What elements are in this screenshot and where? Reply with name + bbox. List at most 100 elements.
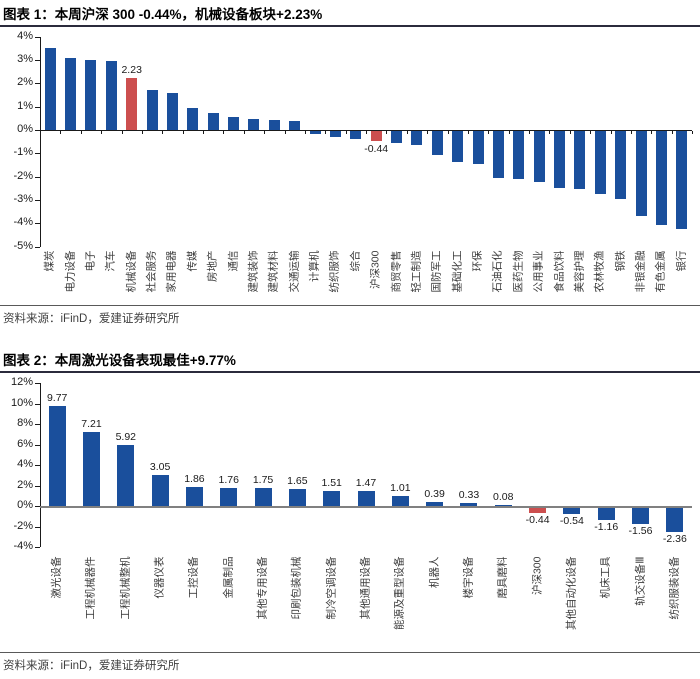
y-tick-label: -3%: [13, 192, 33, 205]
bar: [655, 131, 667, 225]
bar: [207, 112, 219, 130]
bar-highlight: [126, 78, 138, 130]
category-tick: [692, 131, 693, 134]
category-label: 机床工具: [599, 556, 612, 598]
category-tick: [40, 131, 41, 134]
category-tick: [508, 131, 510, 134]
y-tick: [35, 424, 40, 425]
bar: [185, 486, 203, 506]
bar: [426, 502, 444, 506]
category-label: 汽车: [104, 250, 117, 271]
y-tick-label: 1%: [17, 99, 33, 112]
category-tick: [406, 131, 408, 134]
y-tick-label: 3%: [17, 53, 33, 66]
bar: [187, 107, 199, 130]
category-label: 钢铁: [614, 250, 627, 271]
y-tick: [35, 36, 40, 38]
y-tick-label: 4%: [17, 29, 33, 42]
category-label: 交通运输: [288, 250, 301, 292]
bar: [676, 131, 688, 230]
bar-value-label: 7.21: [81, 418, 102, 431]
bar: [166, 92, 178, 130]
bar: [563, 508, 581, 514]
category-label: 通信: [227, 250, 240, 271]
category-label: 仪器仪表: [153, 556, 166, 598]
figure-2-bar-chart: 12% 10% 8% 6% 4% 2% 0% -2% -4% 9.77 7.21 5.92 3.05 1.…: [0, 340, 700, 655]
category-label: 其他通用设备: [359, 556, 372, 619]
category-tick: [467, 131, 469, 134]
category-label: 纺织服饰: [328, 250, 341, 292]
category-label: 综合: [349, 250, 362, 271]
bar-value-label: 1.01: [390, 481, 411, 494]
category-label: 建筑装饰: [247, 250, 260, 292]
bar: [268, 119, 280, 130]
category-label: 沪深300: [369, 250, 382, 289]
category-label: 社会服务: [145, 250, 158, 292]
bar: [391, 131, 403, 143]
bar: [228, 117, 240, 130]
bar: [594, 131, 606, 195]
bar-value-label: 1.51: [321, 476, 342, 489]
bar: [146, 90, 158, 130]
bar-value-label: -2.36: [662, 533, 687, 546]
category-tick: [427, 131, 429, 134]
y-tick-label: -4%: [13, 540, 33, 552]
bar-highlight: [529, 508, 547, 513]
category-tick: [590, 131, 592, 134]
bar: [391, 495, 409, 506]
figure-2-title-rule: [0, 371, 700, 373]
category-label: 环保: [471, 250, 484, 271]
figure-2-source: 资料来源：iFinD，爱建证券研究所: [3, 660, 180, 672]
bar-value-label: -1.16: [594, 520, 619, 533]
figure-1-title-rule: [0, 25, 700, 27]
category-tick: [80, 131, 82, 134]
y-tick-label: 8%: [17, 417, 33, 429]
zero-line: [40, 130, 692, 131]
y-tick-label: 10%: [10, 396, 33, 409]
category-label: 美容护理: [573, 250, 586, 292]
bar-value-label: 1.75: [252, 474, 274, 487]
category-tick: [549, 131, 551, 134]
bar-value-label: 0.33: [458, 488, 480, 501]
category-label: 激光设备: [50, 556, 63, 598]
category-label: 家用电器: [165, 250, 178, 292]
y-tick: [35, 547, 40, 548]
figure-2-title: 图表 2：本周激光设备表现最佳+9.77%: [3, 353, 236, 368]
category-label: 农林牧渔: [593, 250, 606, 292]
category-label: 制冷空调设备: [325, 556, 338, 619]
category-label: 其他专用设备: [256, 556, 269, 619]
y-tick: [35, 526, 40, 528]
category-tick: [264, 131, 266, 134]
y-tick-label: 6%: [17, 437, 33, 450]
bar-value-label: -0.44: [525, 513, 550, 526]
y-tick: [35, 60, 40, 62]
category-label: 金属制品: [222, 556, 235, 598]
category-tick: [141, 131, 143, 134]
category-tick: [610, 131, 612, 134]
figure-1-source-rule: [0, 305, 700, 306]
y-tick-label: -2%: [13, 169, 33, 182]
category-label: 机械设备: [125, 250, 138, 292]
category-label: 机器人: [428, 556, 441, 588]
category-label: 楼宇设备: [462, 556, 475, 598]
bar-value-label: 5.92: [115, 431, 136, 444]
category-label: 有色金属: [654, 250, 667, 292]
category-label: 石油石化: [491, 250, 504, 292]
y-tick-label: 0%: [17, 123, 33, 135]
bar-value-label: 3.05: [149, 460, 171, 473]
bar: [472, 131, 484, 165]
bar-value-label: -1.56: [628, 524, 653, 537]
y-tick-label: -4%: [13, 216, 33, 229]
category-label: 电子: [84, 250, 97, 271]
bar-value-label: 1.86: [184, 472, 205, 485]
category-label: 印刷包装机械: [290, 556, 303, 619]
category-label: 商贸零售: [390, 250, 403, 292]
bar-value-label: -0.54: [559, 514, 584, 527]
bar: [411, 131, 423, 146]
category-tick: [304, 131, 306, 134]
y-tick: [35, 153, 40, 155]
category-label: 工程机械器件: [84, 556, 97, 619]
bar: [357, 490, 375, 506]
category-label: 非银金融: [634, 250, 647, 292]
